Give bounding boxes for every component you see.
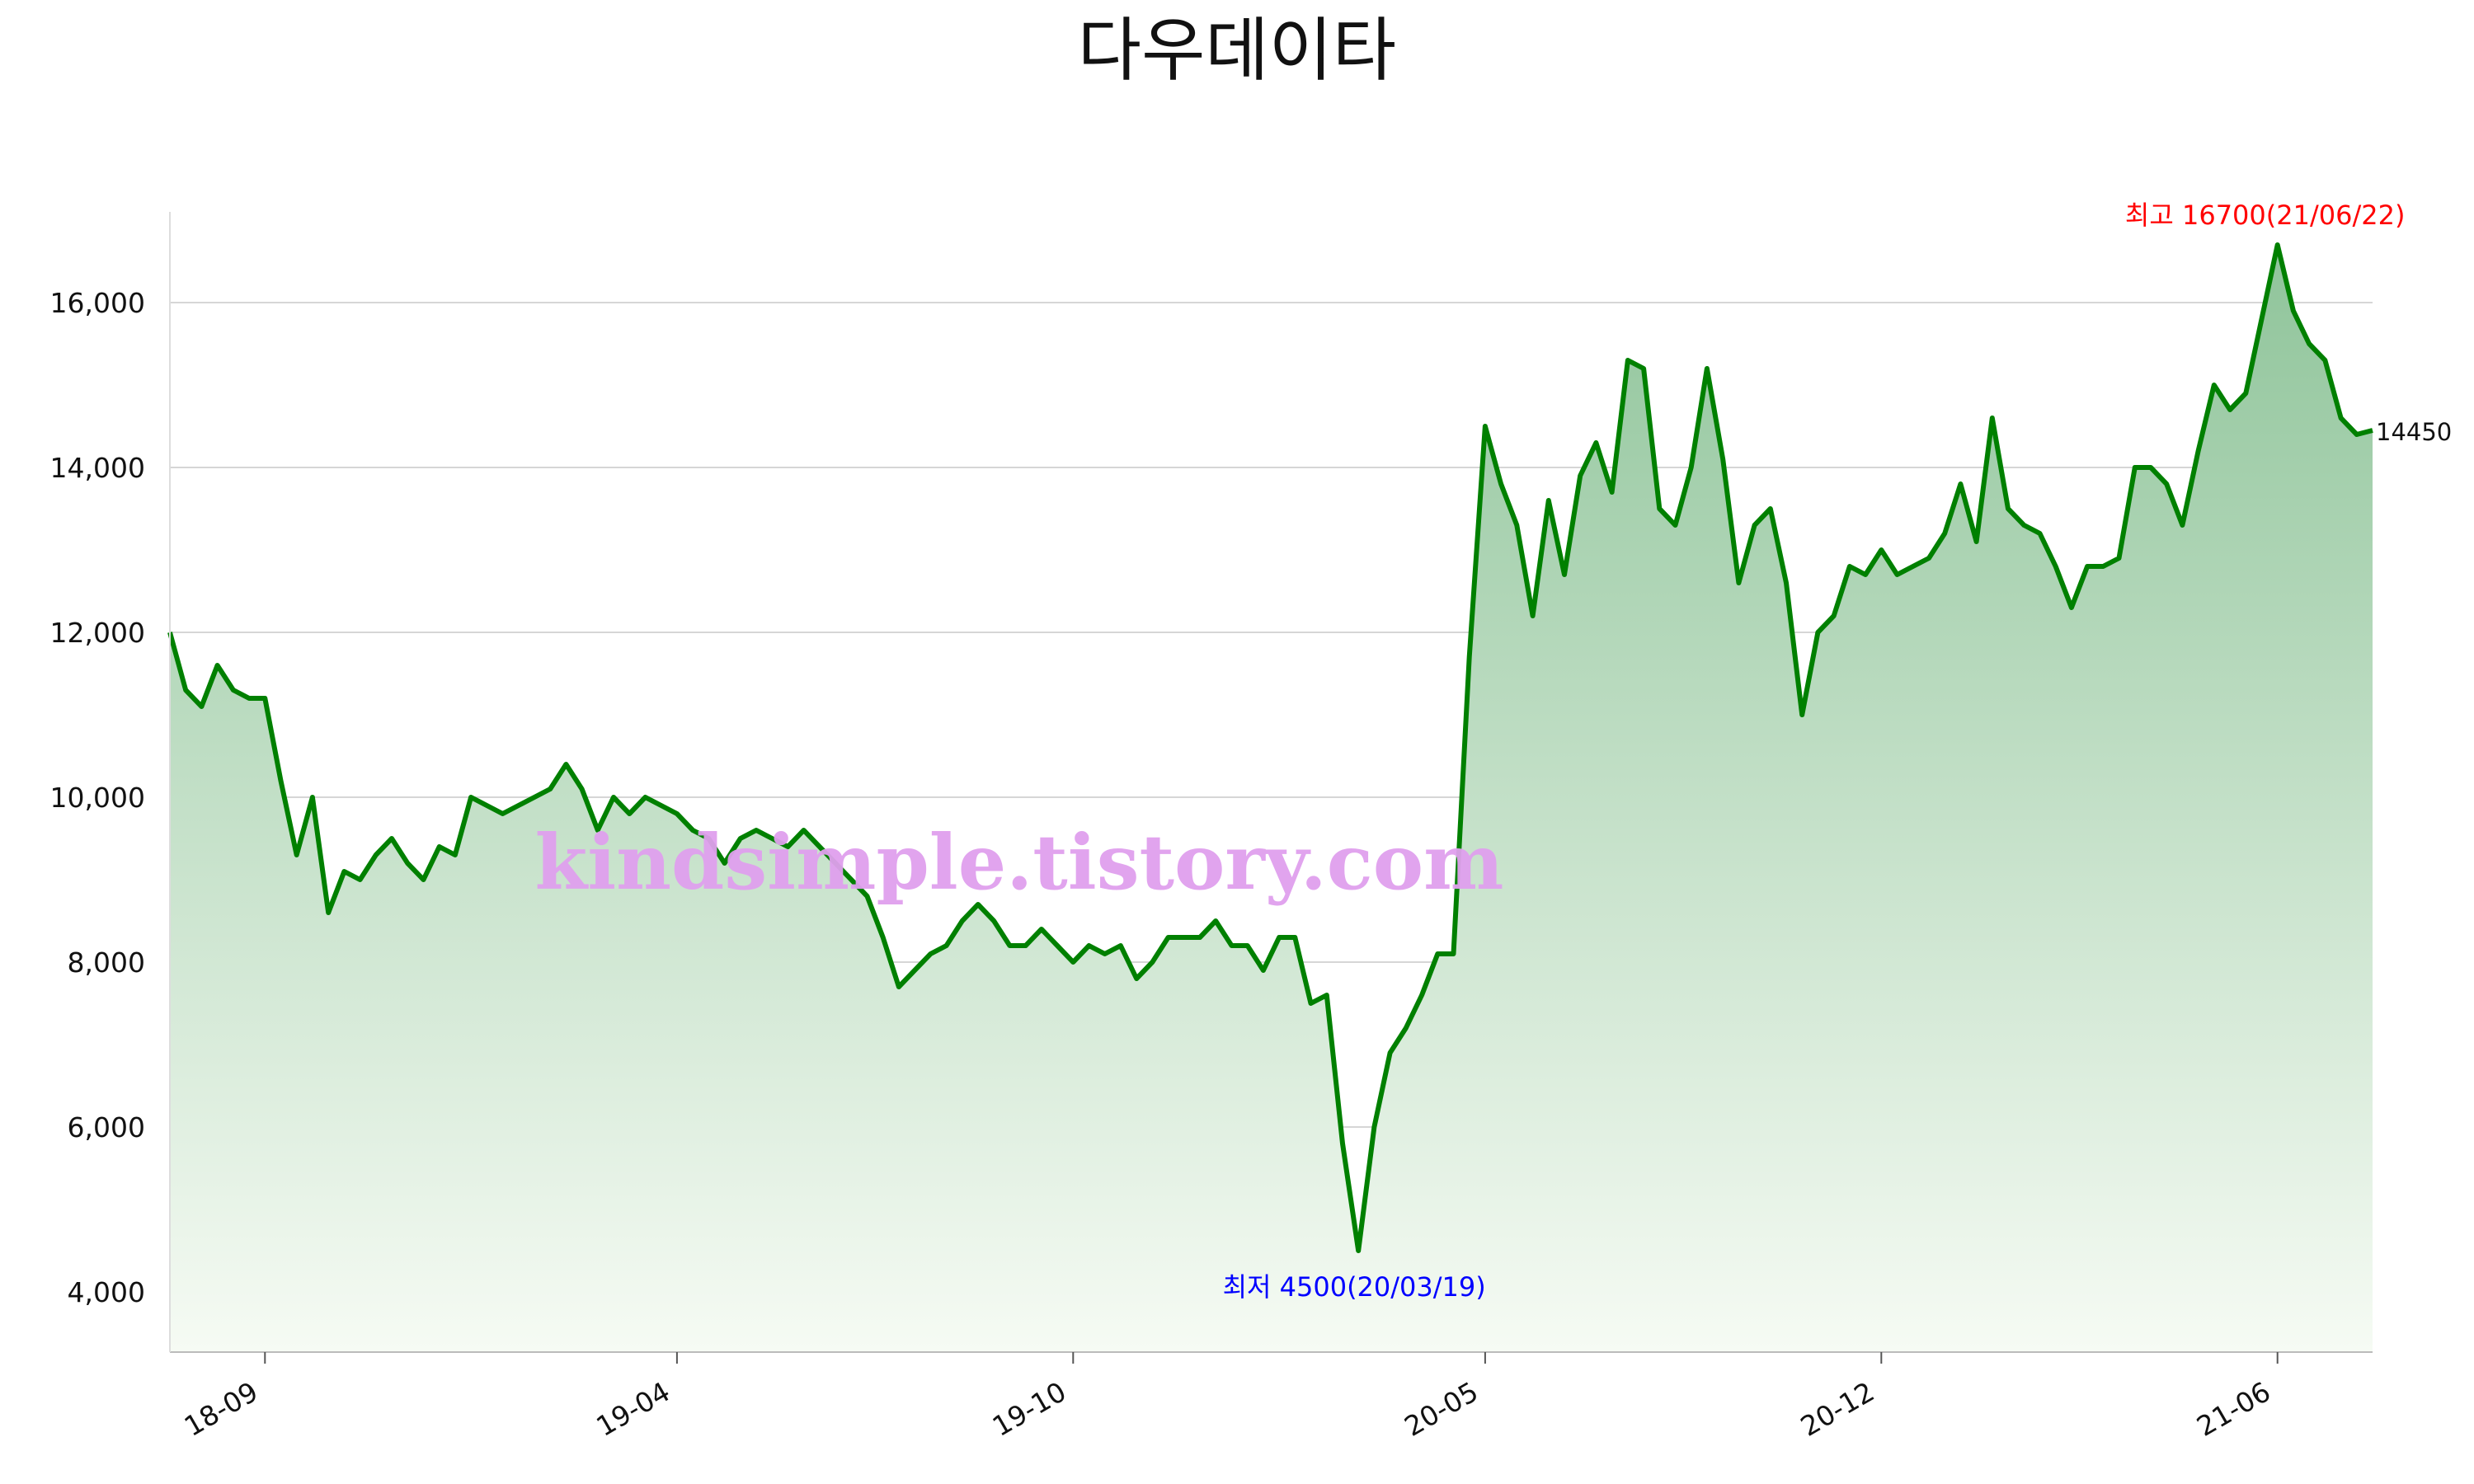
line — [167, 242, 2373, 1253]
y-tick-label: 12,000 — [50, 617, 145, 649]
x-tick-label: 20-12 — [1795, 1375, 1880, 1443]
x-tick-label: 21-06 — [2191, 1375, 2276, 1443]
y-tick-label: 16,000 — [50, 287, 145, 319]
area — [170, 245, 2373, 1352]
annotation: 최고 16700(21/06/22) — [2125, 200, 2406, 231]
y-tick-label: 10,000 — [50, 782, 145, 814]
x-tick-label: 20-05 — [1399, 1375, 1484, 1443]
x-tick-label: 18-09 — [179, 1375, 264, 1443]
y-tick-label: 8,000 — [68, 946, 145, 979]
y-tick-label: 6,000 — [68, 1111, 145, 1144]
chart-title: 다우데이타 — [1078, 10, 1396, 91]
annotation: 최저 4500(20/03/19) — [1223, 1271, 1486, 1303]
y-tick-label: 4,000 — [68, 1276, 145, 1308]
y-tick-label: 14,000 — [50, 452, 145, 484]
x-tick-label: 19-04 — [590, 1375, 675, 1443]
x-tick-label: 19-10 — [987, 1375, 1072, 1443]
last-value-label: 14450 — [2376, 418, 2452, 446]
watermark: kindsimple.tistory.com — [534, 818, 1503, 907]
